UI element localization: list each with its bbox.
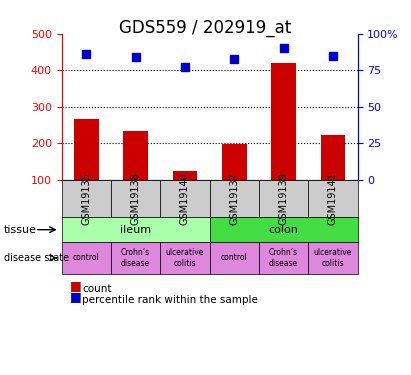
Point	[231, 56, 238, 62]
Text: GSM19141: GSM19141	[328, 172, 338, 225]
Text: ■: ■	[70, 279, 82, 292]
Point	[182, 64, 188, 70]
Text: tissue: tissue	[4, 225, 37, 235]
Text: GSM19140: GSM19140	[180, 172, 190, 225]
Text: control: control	[73, 254, 100, 262]
Text: ■: ■	[70, 290, 82, 303]
Point	[132, 54, 139, 60]
Bar	[173, 171, 197, 217]
Text: control: control	[221, 254, 248, 262]
Text: GSM19137: GSM19137	[229, 172, 239, 225]
Text: percentile rank within the sample: percentile rank within the sample	[82, 295, 258, 305]
Bar	[271, 63, 296, 217]
Bar	[222, 144, 247, 217]
Text: colon: colon	[269, 225, 298, 235]
Text: ileum: ileum	[120, 225, 151, 235]
Text: Crohn’s
disease: Crohn’s disease	[269, 248, 298, 267]
Point	[83, 51, 90, 57]
Text: GSM19139: GSM19139	[279, 172, 289, 225]
Bar	[321, 135, 345, 217]
Text: GSM19138: GSM19138	[131, 172, 141, 225]
Bar	[74, 118, 99, 217]
Text: GSM19135: GSM19135	[81, 172, 91, 225]
Text: count: count	[82, 284, 112, 294]
Text: ulcerative
colitis: ulcerative colitis	[314, 248, 352, 267]
Text: ulcerative
colitis: ulcerative colitis	[166, 248, 204, 267]
Text: Crohn’s
disease: Crohn’s disease	[121, 248, 150, 267]
Bar	[123, 131, 148, 217]
Point	[280, 45, 287, 51]
Text: disease state: disease state	[4, 253, 69, 263]
Text: GDS559 / 202919_at: GDS559 / 202919_at	[119, 19, 292, 37]
Point	[330, 53, 336, 59]
